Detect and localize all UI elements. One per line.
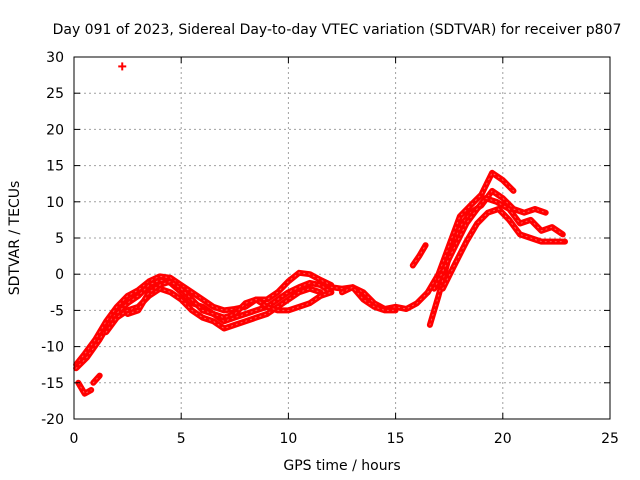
x-tick-label: 25 xyxy=(601,431,619,447)
series-track-8 xyxy=(339,284,399,314)
series-line xyxy=(409,242,429,269)
series-marker-texture xyxy=(412,244,427,266)
series-marker-texture xyxy=(75,279,332,369)
x-tick-label: 10 xyxy=(279,431,297,447)
series-line xyxy=(431,195,566,292)
series-marker-texture xyxy=(75,272,332,366)
series-track-10 xyxy=(424,169,517,296)
y-tick-label: 20 xyxy=(46,122,64,138)
series-track-6 xyxy=(90,372,103,386)
y-tick-label: 25 xyxy=(46,86,64,102)
y-tick-label: -5 xyxy=(50,303,64,319)
y-tick-label: -10 xyxy=(41,340,64,356)
outlier-points xyxy=(118,62,127,71)
axis-ticks: 0 5 10 15 20 25 -20 -15 -10 -5 0 5 10 15 20 25 30 xyxy=(41,50,619,447)
y-tick-label: 30 xyxy=(46,50,64,66)
series-marker-texture xyxy=(427,172,514,293)
y-tick-label: 10 xyxy=(46,195,64,211)
series-line xyxy=(439,206,568,292)
series-line xyxy=(124,278,335,321)
x-axis-label: GPS time / hours xyxy=(283,458,400,474)
series-track-4 xyxy=(124,278,335,321)
series-line xyxy=(73,269,335,368)
x-tick-label: 5 xyxy=(177,431,186,447)
outlier-point xyxy=(118,62,127,71)
series-marker-texture xyxy=(341,286,397,311)
y-tick-label: 15 xyxy=(46,159,64,175)
series-track-9 xyxy=(409,242,429,269)
series-marker-texture xyxy=(433,197,564,290)
data-series xyxy=(73,169,568,397)
series-marker-texture xyxy=(127,280,332,319)
x-tick-label: 15 xyxy=(387,431,405,447)
y-tick-label: 5 xyxy=(55,231,64,247)
series-line xyxy=(90,372,103,386)
series-track-5 xyxy=(75,379,95,397)
series-track-1 xyxy=(73,269,335,368)
chart-title: Day 091 of 2023, Sidereal Day-to-day VTE… xyxy=(53,22,622,38)
series-marker-texture xyxy=(92,375,101,384)
series-track-13 xyxy=(439,206,568,292)
series-line xyxy=(424,169,517,296)
series-line xyxy=(339,284,399,314)
y-axis-label: SDTVAR / TECUs xyxy=(7,181,23,296)
x-tick-label: 0 xyxy=(70,431,79,447)
y-tick-label: 0 xyxy=(55,267,64,283)
series-track-12 xyxy=(431,195,566,292)
y-tick-label: -15 xyxy=(41,376,64,392)
grid xyxy=(74,57,610,419)
x-tick-label: 20 xyxy=(494,431,512,447)
series-line xyxy=(75,379,95,397)
y-tick-label: -20 xyxy=(41,412,64,428)
